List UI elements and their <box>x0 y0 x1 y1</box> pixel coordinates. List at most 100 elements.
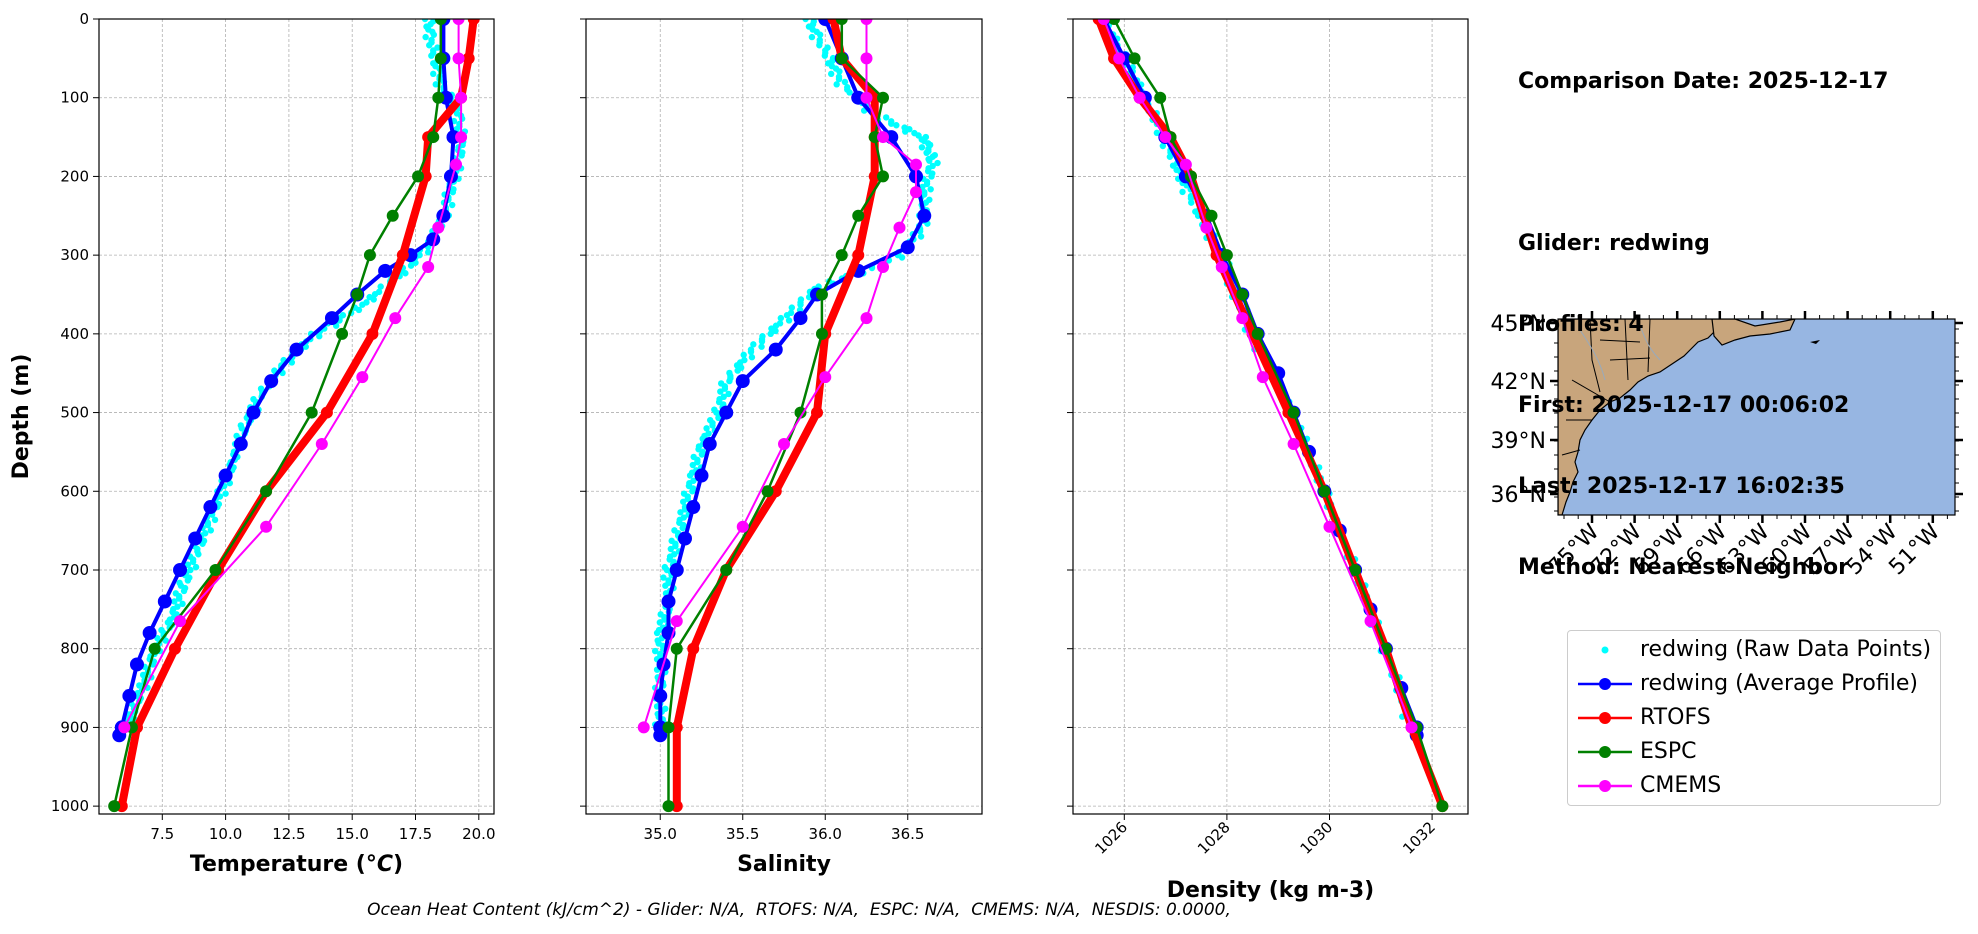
raw-data-point <box>926 157 933 164</box>
cmems-marker <box>1256 371 1269 384</box>
raw-data-point <box>917 233 925 240</box>
avg-marker <box>917 208 932 223</box>
raw-data-point <box>430 31 438 38</box>
raw-data-point <box>428 52 435 59</box>
rtofs-marker <box>396 249 409 262</box>
raw-data-point <box>139 671 147 679</box>
cmems-marker <box>1133 91 1146 104</box>
raw-data-point <box>740 351 747 359</box>
cmems-marker <box>1159 131 1172 144</box>
first-time: First: 2025-12-17 00:06:02 <box>1518 393 1850 418</box>
cmems-marker <box>389 312 402 325</box>
espc-marker <box>877 91 889 104</box>
y-tick-label: 300 <box>60 246 89 264</box>
raw-data-point <box>316 333 323 340</box>
cmems-marker <box>1215 260 1228 273</box>
x-tick-label: 1032 <box>1399 818 1439 858</box>
raw-data-point <box>698 451 706 458</box>
raw-data-point <box>1169 162 1177 169</box>
raw-data-point <box>684 495 691 503</box>
espc-marker <box>794 406 807 419</box>
raw-data-point <box>689 488 696 495</box>
avg-marker <box>324 311 339 326</box>
y-tick-label: 700 <box>60 561 89 579</box>
rtofs-marker <box>687 642 700 655</box>
state-border <box>1571 379 1611 403</box>
raw-data-point <box>748 354 756 361</box>
raw-data-point <box>162 637 169 644</box>
espc-marker <box>432 91 445 104</box>
avg-marker <box>653 688 668 703</box>
espc-marker <box>761 485 774 498</box>
legend-item-espc: ESPC <box>1568 735 1940 769</box>
espc-marker <box>852 209 865 222</box>
raw-data-point <box>797 301 804 308</box>
cmems-marker <box>670 615 683 628</box>
espc-marker <box>662 800 675 813</box>
raw-data-point <box>1153 129 1161 137</box>
espc-marker <box>1205 209 1218 222</box>
espc-marker <box>835 52 848 65</box>
x-axis-label: Salinity <box>737 852 831 877</box>
cmems-marker <box>174 615 187 628</box>
cmems-marker <box>1405 721 1418 734</box>
plot-area <box>637 19 941 813</box>
espc-marker <box>434 19 447 25</box>
map-frame <box>1557 318 1956 516</box>
cmems-marker <box>455 91 468 104</box>
raw-data-point <box>772 322 780 329</box>
raw-data-point <box>371 291 379 298</box>
raw-data-point <box>180 587 188 595</box>
cmems-marker <box>452 52 465 65</box>
raw-data-point <box>686 472 694 479</box>
axes-frame <box>98 18 495 815</box>
cmems-marker <box>860 91 873 104</box>
avg-marker <box>669 562 684 577</box>
espc-marker <box>1220 249 1233 262</box>
legend-item-rtofs: RTOFS <box>1568 701 1940 735</box>
espc-marker <box>1436 800 1449 813</box>
cmems-marker <box>1323 520 1336 533</box>
raw-data-point <box>821 52 829 59</box>
cmems-marker <box>893 221 906 234</box>
cmems-marker <box>877 260 889 273</box>
legend-label-avg: redwing (Average Profile) <box>1640 671 1918 696</box>
y-tick-label: 200 <box>60 167 89 185</box>
state-border <box>1599 339 1641 343</box>
raw-data-point <box>923 180 931 188</box>
espc-marker <box>1251 327 1264 340</box>
espc-marker <box>868 131 881 144</box>
rtofs-marker <box>868 91 881 104</box>
x-axis-label: Density (kg m-3) <box>1167 878 1375 903</box>
island <box>1810 340 1820 344</box>
raw-data-point <box>827 70 835 78</box>
espc-marker <box>1108 19 1121 25</box>
espc-marker <box>720 563 733 576</box>
cmems-marker <box>877 131 889 144</box>
y-tick-label: 400 <box>60 325 89 343</box>
espc-marker <box>209 563 222 576</box>
avg-marker <box>768 342 783 357</box>
raw-data-point <box>802 19 809 23</box>
y-tick-label: 900 <box>60 718 89 736</box>
raw-data-point <box>747 348 755 356</box>
raw-data-point <box>816 42 823 49</box>
cmems-marker <box>356 371 369 384</box>
raw-data-point <box>808 33 816 41</box>
cmems-marker <box>1287 438 1300 451</box>
y-tick-label: 500 <box>60 404 89 422</box>
espc-marker <box>1287 406 1300 419</box>
avg-marker <box>157 594 172 609</box>
legend-label-rtofs: RTOFS <box>1640 705 1711 730</box>
x-tick-label: 35.5 <box>726 825 759 843</box>
raw-data-point <box>785 317 793 324</box>
x-tick-label: 1028 <box>1194 818 1234 858</box>
x-tick-label: 17.5 <box>399 825 432 843</box>
avg-marker <box>678 531 692 546</box>
rtofs-marker <box>462 52 475 65</box>
espc-marker <box>670 642 683 655</box>
espc-marker <box>386 209 399 222</box>
cmems-marker <box>736 520 749 533</box>
raw-data-point <box>661 616 668 623</box>
profile-count: Profiles: 4 <box>1518 312 1644 337</box>
